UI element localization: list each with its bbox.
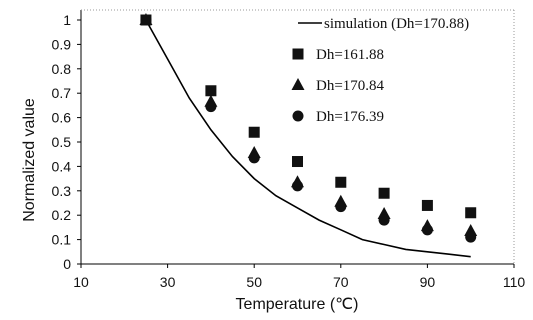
data-point-circle: [292, 180, 303, 192]
y-tick-label: 0.5: [52, 134, 72, 150]
y-axis-title: Normalized value: [21, 98, 38, 222]
legend: simulation (Dh=170.88) Dh=161.88 Dh=170.84…: [291, 16, 469, 125]
y-tick-label: 0.4: [52, 158, 72, 174]
y-tick-label: 0.7: [52, 85, 72, 101]
series-line-simulation: [145, 19, 471, 258]
y-tick-label: 0.2: [52, 207, 72, 223]
data-point-circle: [205, 101, 217, 113]
y-tick-label: 1: [63, 12, 71, 28]
x-ticks: 10 30 50 70 90 110: [73, 264, 525, 290]
data-point-circle: [465, 231, 477, 243]
data-point-square: [248, 126, 260, 138]
x-tick-label: 10: [73, 274, 89, 290]
data-point-square: [421, 199, 433, 211]
data-point-square: [205, 85, 217, 97]
x-tick-label: 30: [160, 274, 176, 290]
data-point-circle: [378, 214, 390, 226]
data-point-circle: [335, 201, 347, 213]
plot-area: [80, 9, 515, 265]
x-tick-label: 50: [246, 274, 262, 290]
legend-label: Dh=161.88: [316, 47, 384, 63]
legend-label: Dh=176.39: [316, 109, 384, 125]
x-tick-label: 110: [503, 274, 526, 290]
y-tick-label: 0: [63, 256, 71, 272]
legend-label: Dh=170.84: [316, 78, 385, 94]
legend-label: simulation (Dh=170.88): [324, 16, 469, 32]
legend-swatch-circle: [292, 110, 304, 122]
data-point-circle: [421, 224, 433, 236]
x-tick-label: 70: [333, 274, 349, 290]
legend-swatch-triangle: [291, 78, 305, 90]
y-tick-label: 0.6: [52, 110, 72, 126]
y-ticks: 0 0.1 0.2 0.3 0.4 0.5 0.6 0.7 0.8 0.9 1: [52, 12, 81, 272]
data-point-circle: [140, 14, 152, 26]
x-axis-title: Temperature (℃): [236, 296, 359, 313]
data-point-square: [292, 156, 303, 168]
y-tick-label: 0.8: [52, 61, 72, 77]
y-tick-label: 0.3: [52, 183, 72, 199]
legend-swatch-square: [292, 48, 304, 60]
y-tick-label: 0.1: [52, 232, 72, 248]
data-point-circle: [248, 152, 260, 164]
data-point-square: [378, 187, 390, 199]
data-point-square: [465, 207, 477, 219]
data-point-square: [335, 176, 347, 188]
series-layer: [139, 13, 478, 258]
x-tick-label: 90: [420, 274, 436, 290]
y-tick-label: 0.9: [52, 36, 72, 52]
